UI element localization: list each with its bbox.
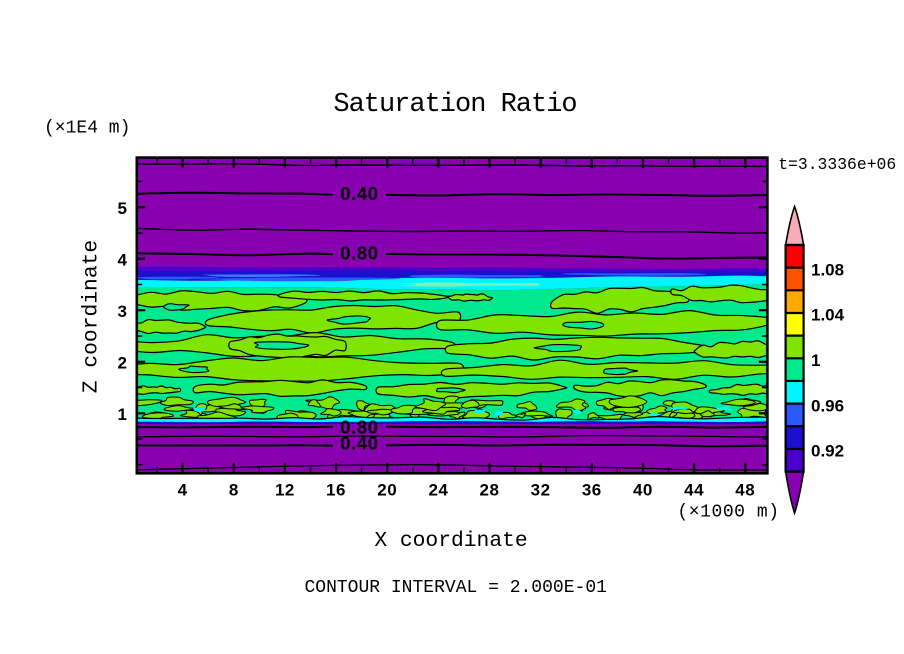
svg-text:(×1000 m): (×1000 m): [677, 503, 779, 523]
svg-text:Saturation Ratio: Saturation Ratio: [333, 90, 576, 120]
svg-text:48: 48: [735, 481, 755, 500]
svg-text:40: 40: [633, 481, 653, 500]
svg-text:2: 2: [118, 353, 127, 372]
svg-text:4: 4: [118, 250, 128, 269]
svg-text:1: 1: [118, 405, 127, 424]
svg-text:(×1E4 m): (×1E4 m): [44, 119, 130, 139]
svg-text:t=3.3336e+06: t=3.3336e+06: [778, 155, 896, 174]
svg-text:1: 1: [811, 351, 820, 370]
svg-text:8: 8: [229, 481, 239, 500]
svg-text:0.80: 0.80: [340, 242, 378, 263]
svg-text:X coordinate: X coordinate: [374, 529, 527, 553]
svg-text:3: 3: [118, 302, 127, 321]
svg-text:36: 36: [582, 481, 602, 500]
svg-text:16: 16: [326, 481, 346, 500]
svg-text:0.40: 0.40: [340, 183, 378, 204]
svg-text:12: 12: [275, 481, 295, 500]
svg-text:28: 28: [480, 481, 500, 500]
svg-text:20: 20: [377, 481, 397, 500]
svg-text:4: 4: [178, 481, 188, 500]
svg-text:24: 24: [428, 481, 448, 500]
svg-text:5: 5: [118, 199, 127, 218]
svg-text:0.96: 0.96: [811, 396, 844, 415]
svg-text:44: 44: [684, 481, 704, 500]
svg-text:0.80: 0.80: [340, 416, 378, 437]
svg-text:0.40: 0.40: [340, 432, 378, 453]
svg-text:CONTOUR INTERVAL = 2.000E-01: CONTOUR INTERVAL = 2.000E-01: [304, 578, 606, 598]
svg-text:1.04: 1.04: [811, 306, 845, 325]
svg-text:1.08: 1.08: [811, 260, 844, 279]
svg-text:Z coordinate: Z coordinate: [80, 240, 104, 393]
svg-text:32: 32: [531, 481, 551, 500]
svg-text:0.92: 0.92: [811, 442, 844, 461]
